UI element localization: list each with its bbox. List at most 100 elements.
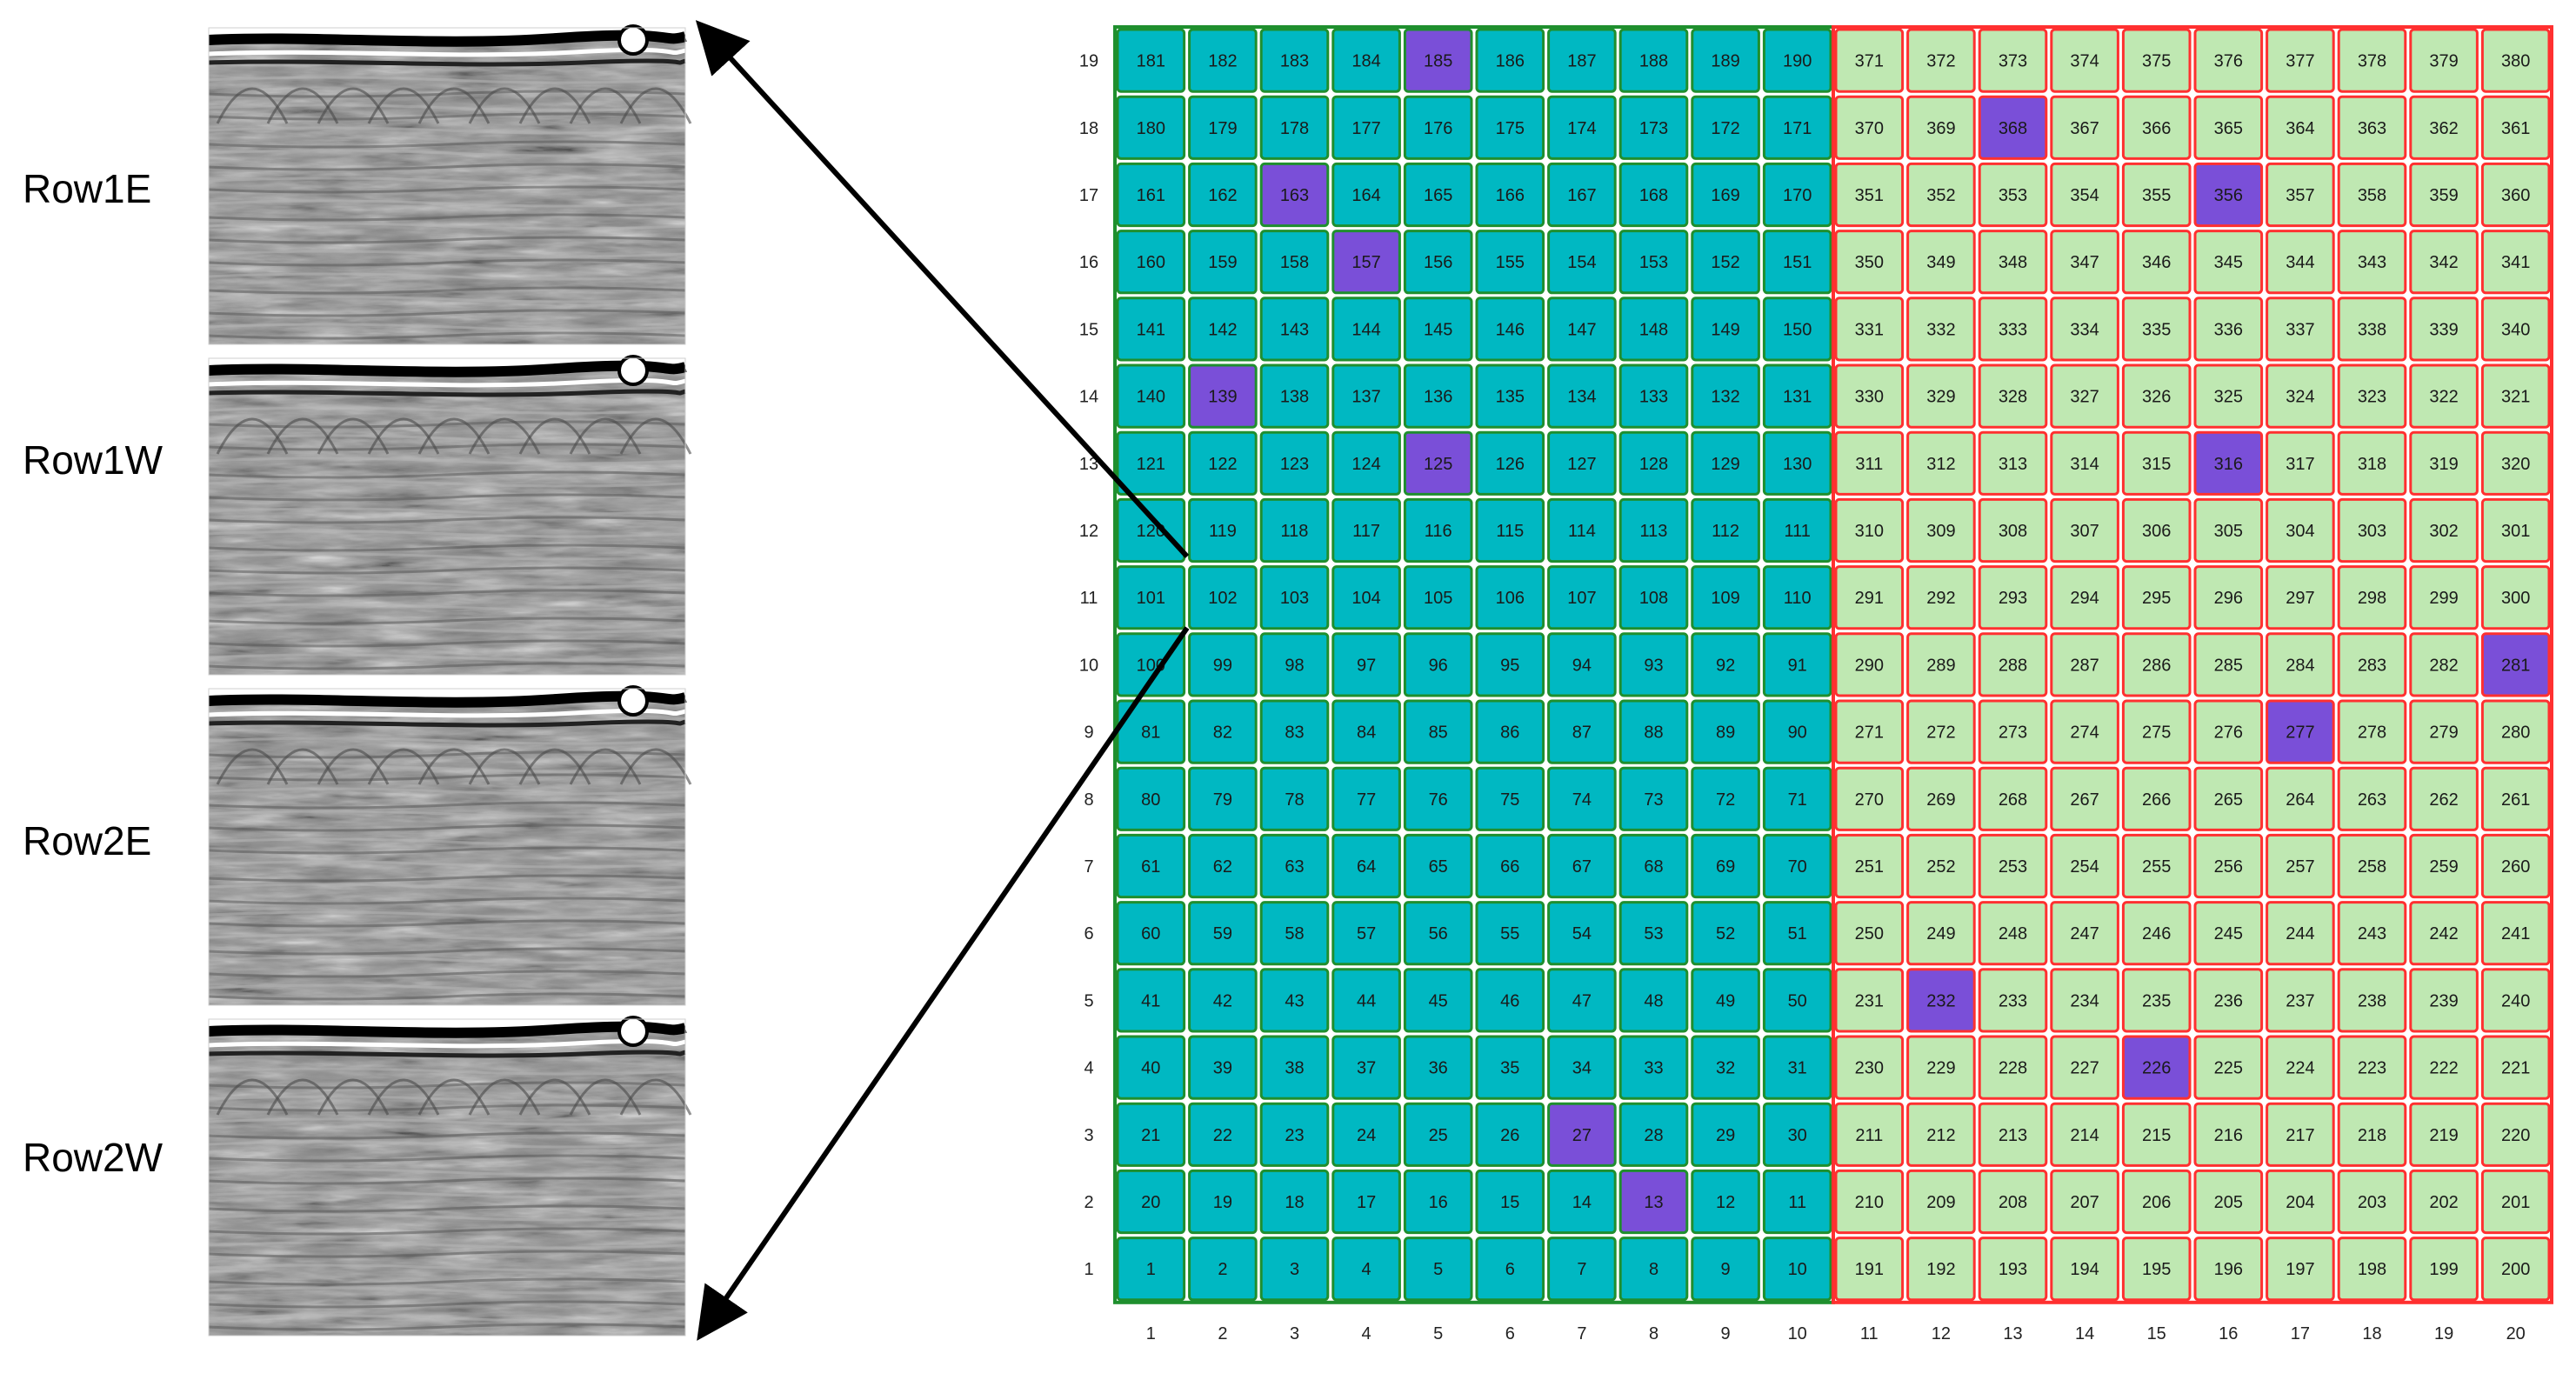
grid-cell: 355 bbox=[2121, 162, 2192, 228]
x-tick-label: 1 bbox=[1146, 1324, 1156, 1343]
grid-cell: 201 bbox=[2480, 1169, 2551, 1235]
grid-cell-label: 243 bbox=[2358, 924, 2386, 943]
grid-cell: 268 bbox=[1978, 766, 2048, 831]
grid-cell-label: 38 bbox=[1285, 1059, 1304, 1078]
grid-cell: 57 bbox=[1331, 901, 1401, 966]
grid-cell-label: 266 bbox=[2142, 790, 2171, 810]
grid-cell-label: 202 bbox=[2429, 1193, 2458, 1212]
grid-cell-label: 372 bbox=[1926, 52, 1955, 71]
grid-cell: 97 bbox=[1331, 632, 1401, 697]
grid-cell: 86 bbox=[1475, 699, 1545, 764]
profile-label-row1w: Row1W bbox=[23, 437, 164, 483]
grid-cell: 166 bbox=[1475, 162, 1545, 228]
grid-cell: 242 bbox=[2409, 901, 2479, 966]
grid-cell: 255 bbox=[2121, 833, 2192, 899]
grid-cell-label: 128 bbox=[1639, 455, 1668, 474]
grid-cell: 337 bbox=[2266, 297, 2335, 362]
grid-cell-label: 223 bbox=[2358, 1059, 2386, 1078]
grid-cell: 274 bbox=[2050, 699, 2119, 764]
grid-cell: 91 bbox=[1762, 632, 1832, 697]
grid-cell: 127 bbox=[1547, 430, 1617, 496]
grid-cell: 136 bbox=[1403, 363, 1473, 429]
grid-cell-label: 272 bbox=[1926, 723, 1955, 743]
grid-cell-label: 376 bbox=[2214, 52, 2243, 71]
grid-cell-label: 377 bbox=[2286, 52, 2314, 71]
grid-cell-label: 237 bbox=[2286, 991, 2314, 1010]
grid-cell: 235 bbox=[2121, 968, 2192, 1033]
grid-cell: 79 bbox=[1188, 766, 1258, 831]
grid-cell-label: 244 bbox=[2286, 924, 2314, 943]
grid-cell-highlighted: 163 bbox=[1259, 162, 1330, 228]
x-tick-label: 13 bbox=[2003, 1324, 2022, 1343]
grid-cell: 370 bbox=[1834, 95, 1905, 160]
grid-cell: 84 bbox=[1331, 699, 1401, 764]
grid-cell-label: 146 bbox=[1496, 320, 1525, 339]
grid-cell-label: 149 bbox=[1711, 320, 1739, 339]
grid-cell-label: 203 bbox=[2358, 1193, 2386, 1212]
grid-cell: 330 bbox=[1834, 363, 1905, 429]
grid-cell: 146 bbox=[1475, 297, 1545, 362]
grid-cell: 108 bbox=[1618, 565, 1689, 630]
grid-cell: 64 bbox=[1331, 833, 1401, 899]
grid-cell-label: 14 bbox=[1572, 1193, 1592, 1212]
grid-cell: 378 bbox=[2337, 28, 2407, 93]
grid-map: 1 2 3 4 5 6 7 8 9 10 191 192 193 194 195 196 197 198 199 20… bbox=[1079, 25, 2553, 1343]
grid-cell: 20 bbox=[1116, 1169, 1186, 1235]
grid-cell-label: 95 bbox=[1500, 656, 1519, 675]
x-tick-label: 7 bbox=[1577, 1324, 1586, 1343]
grid-cell-label: 8 bbox=[1649, 1260, 1658, 1279]
grid-cell: 184 bbox=[1331, 28, 1401, 93]
grid-cell-label: 141 bbox=[1137, 320, 1165, 339]
grid-cell: 121 bbox=[1116, 430, 1186, 496]
grid-cell-label: 262 bbox=[2429, 790, 2458, 810]
grid-cell: 247 bbox=[2050, 901, 2119, 966]
grid-cell: 183 bbox=[1259, 28, 1330, 93]
grid-cell: 271 bbox=[1834, 699, 1905, 764]
grid-cell-label: 315 bbox=[2142, 455, 2171, 474]
grid-cell: 28 bbox=[1618, 1102, 1689, 1167]
grid-cell-label: 359 bbox=[2429, 186, 2458, 205]
grid-cell: 351 bbox=[1834, 162, 1905, 228]
grid-cell-label: 157 bbox=[1351, 253, 1380, 272]
x-tick-label: 3 bbox=[1290, 1324, 1299, 1343]
grid-cell: 321 bbox=[2480, 363, 2551, 429]
grid-cell: 225 bbox=[2193, 1035, 2264, 1100]
grid-cell-label: 283 bbox=[2358, 656, 2386, 675]
grid-cell-label: 123 bbox=[1280, 455, 1309, 474]
grid-cell: 320 bbox=[2480, 430, 2551, 496]
grid-cell: 130 bbox=[1762, 430, 1832, 496]
grid-cell: 319 bbox=[2409, 430, 2479, 496]
grid-cell-label: 217 bbox=[2286, 1126, 2314, 1145]
grid-cell-label: 196 bbox=[2214, 1260, 2243, 1279]
grid-cell-label: 50 bbox=[1788, 991, 1807, 1010]
grid-cell: 217 bbox=[2266, 1102, 2335, 1167]
grid-cell-label: 119 bbox=[1209, 522, 1237, 541]
arrow-to-top-profile bbox=[695, 20, 1190, 559]
grid-cell: 24 bbox=[1331, 1102, 1401, 1167]
grid-cell: 48 bbox=[1618, 968, 1689, 1033]
x-tick-label: 17 bbox=[2291, 1324, 2310, 1343]
grid-cell: 318 bbox=[2337, 430, 2407, 496]
grid-cell-label: 115 bbox=[1496, 522, 1524, 541]
grid-cell-label: 305 bbox=[2214, 522, 2243, 541]
grid-cell: 42 bbox=[1188, 968, 1258, 1033]
grid-cell: 304 bbox=[2266, 497, 2335, 563]
grid-cell: 231 bbox=[1834, 968, 1905, 1033]
grid-cell-label: 147 bbox=[1567, 320, 1596, 339]
y-tick-label: 17 bbox=[1079, 186, 1098, 205]
grid-cell-label: 378 bbox=[2358, 52, 2386, 71]
y-tick-label: 15 bbox=[1079, 320, 1098, 339]
grid-cell-highlighted: 368 bbox=[1978, 95, 2048, 160]
grid-cell-label: 13 bbox=[1644, 1193, 1663, 1212]
grid-cell: 39 bbox=[1188, 1035, 1258, 1100]
grid-cell: 352 bbox=[1906, 162, 1976, 228]
grid-cell-label: 373 bbox=[1999, 52, 2027, 71]
x-tick-label: 6 bbox=[1505, 1324, 1515, 1343]
grid-cell: 14 bbox=[1547, 1169, 1617, 1235]
grid-cell-label: 74 bbox=[1572, 790, 1592, 810]
grid-cell-label: 159 bbox=[1208, 253, 1237, 272]
grid-cell-label: 327 bbox=[2070, 388, 2099, 407]
grid-cell: 44 bbox=[1331, 968, 1401, 1033]
grid-cell: 45 bbox=[1403, 968, 1473, 1033]
grid-cell: 344 bbox=[2266, 230, 2335, 295]
